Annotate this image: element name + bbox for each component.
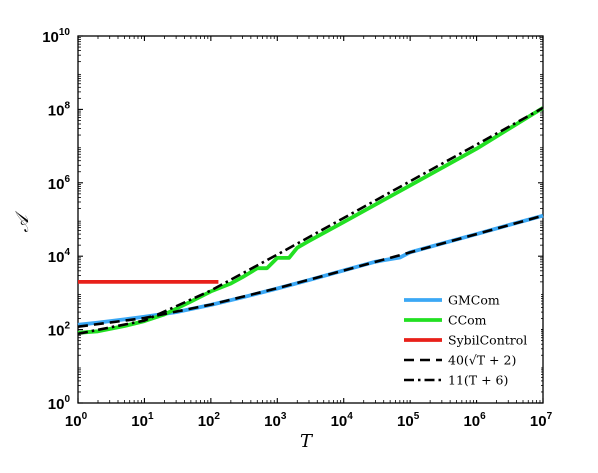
y-tick-label: 1010 <box>42 27 70 46</box>
legend-box <box>397 287 541 400</box>
x-tick-label: 101 <box>131 411 154 430</box>
series-lines <box>77 106 544 336</box>
legend-label: SybilControl <box>448 333 527 348</box>
x-tick-label: 104 <box>331 411 354 430</box>
y-tick-label: 104 <box>48 247 71 266</box>
y-tick-label: 106 <box>48 174 71 193</box>
legend: GMCom CCom SybilControl 40(√T + 2) 11(T + 6) <box>397 287 541 400</box>
x-tick-label: 105 <box>397 411 420 430</box>
legend-label: 40(√T + 2) <box>448 353 516 368</box>
x-axis-title: T <box>300 431 314 452</box>
axis-ticks: 100 101 102 103 104 105 106 107 100 102 104 106 108 1… <box>42 27 552 430</box>
x-tick-label: 106 <box>463 411 486 430</box>
axis-labels: T 𝒜 <box>12 211 314 452</box>
series-line-4 <box>77 106 544 336</box>
x-tick-label: 103 <box>264 411 287 430</box>
y-tick-label: 102 <box>48 321 71 340</box>
plot-area-border <box>77 35 544 404</box>
axes-frame <box>77 35 544 404</box>
x-tick-label: 107 <box>530 411 553 430</box>
y-axis-title: 𝒜 <box>12 211 33 233</box>
legend-label: GMCom <box>448 293 500 308</box>
y-tick-label: 100 <box>48 394 71 413</box>
x-tick-label: 100 <box>65 411 88 430</box>
y-tick-label: 108 <box>48 100 71 119</box>
x-tick-label: 102 <box>198 411 221 430</box>
legend-label: CCom <box>448 313 487 328</box>
legend-label: 11(T + 6) <box>448 373 508 388</box>
